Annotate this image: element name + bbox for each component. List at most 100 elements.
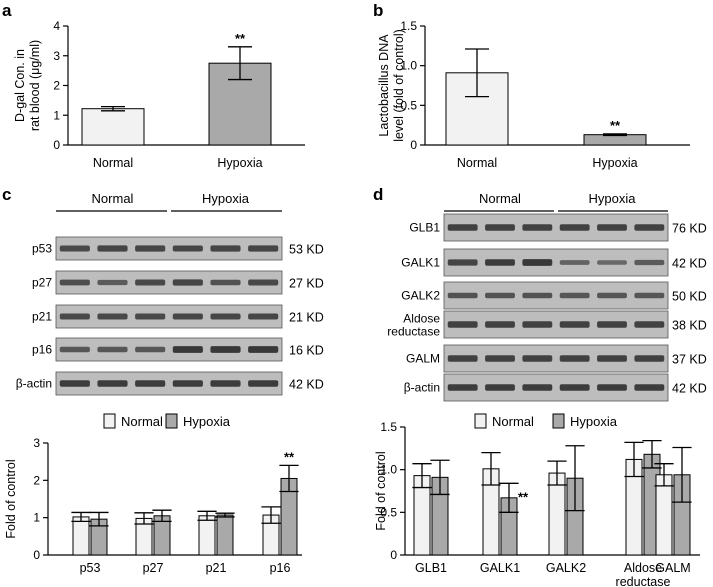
- blot-d-row-label: reductase: [387, 325, 440, 339]
- chart-d-ytick-label: 0: [390, 548, 397, 562]
- chart-b-significance: **: [610, 118, 621, 133]
- blot-c-kd-label: 27 KD: [289, 277, 324, 291]
- chart-c-legend-swatch: [103, 413, 116, 429]
- blot-d-band: [485, 259, 515, 266]
- blot-d-band: [447, 355, 478, 362]
- blot-c-band: [248, 313, 279, 320]
- blot-d-row: [443, 248, 669, 277]
- blot-c-band: [172, 346, 203, 353]
- chart-b-y-axis-label-line: level (fold of control): [392, 29, 406, 142]
- blot-c-band: [248, 380, 279, 387]
- blot-c-kd-label: 21 KD: [289, 311, 324, 325]
- blot-d-row: [443, 213, 669, 242]
- chart-d-category-label: GALK2: [546, 561, 586, 575]
- blot-d-band: [634, 321, 665, 328]
- blot-d-row-label: Aldose: [403, 312, 440, 326]
- chart-d-category-label: GALK1: [480, 561, 520, 575]
- blot-c-group-label: Hypoxia: [202, 191, 250, 206]
- chart-b-y-axis-label-line: Lactobacillus DNA: [377, 34, 391, 137]
- blot-c-band: [210, 346, 241, 353]
- chart-c-ytick-label: 0: [33, 548, 40, 562]
- blot-c-band: [210, 380, 241, 387]
- blot-c-band: [248, 245, 279, 252]
- blot-d-row-label: GALM: [406, 352, 440, 366]
- blot-c-row: [55, 270, 283, 295]
- chart-a-y-axis-label: D-gal Con. inrat blood (μg/ml): [13, 40, 42, 131]
- blot-c-kd-label: 53 KD: [289, 243, 324, 257]
- chart-c-category-label: p27: [143, 561, 164, 575]
- chart-b-y-axis-label: Lactobacillus DNAlevel (fold of control): [377, 29, 406, 142]
- blot-d-membrane: [443, 281, 669, 310]
- chart-c-bar-normal: [198, 515, 216, 556]
- blot-c-band: [59, 346, 90, 353]
- chart-a-ytick-label: 1: [53, 108, 60, 122]
- blot-d-membrane: [443, 248, 669, 277]
- blot-c-row: [55, 304, 283, 329]
- chart-d-legend-label: Normal: [492, 414, 534, 429]
- blot-d-band: [559, 260, 590, 265]
- blot-d-band: [559, 224, 590, 231]
- blot-c-membrane: [55, 270, 283, 295]
- chart-d-y-axis-label: Fold of control: [374, 451, 388, 530]
- blot-c-band: [59, 380, 90, 387]
- chart-c-ytick-label: 1: [33, 511, 40, 525]
- blot-c-membrane: [55, 304, 283, 329]
- blot-c-row-label: p16: [32, 343, 52, 357]
- chart-d-legend-swatch: [552, 413, 565, 429]
- blot-d-band: [634, 224, 665, 231]
- chart-d-category-label: GALM: [655, 561, 690, 575]
- chart-a-ytick-label: 3: [53, 49, 60, 63]
- blot-d-band: [597, 384, 627, 391]
- chart-c-bar-hypoxia: [216, 514, 234, 556]
- blot-c-band: [210, 279, 241, 286]
- blot-c-band: [97, 380, 128, 387]
- blot-d-band: [447, 259, 478, 266]
- blot-c-band: [135, 245, 166, 252]
- blot-c-band: [172, 245, 203, 252]
- blot-d-band: [559, 384, 590, 391]
- chart-b-category-label: Normal: [457, 156, 497, 170]
- blot-d-row-label: GALK2: [401, 289, 440, 303]
- blot-d-membrane: [443, 373, 669, 402]
- blot-d-band: [485, 292, 515, 299]
- blot-d-band: [485, 224, 515, 231]
- blot-d-band: [522, 355, 553, 362]
- blot-c-band: [97, 279, 128, 286]
- chart-c-legend-swatch: [165, 413, 178, 429]
- chart-a-bar-normal: [81, 108, 145, 146]
- blot-d-band: [634, 292, 665, 299]
- blot-d-band: [522, 321, 553, 328]
- blot-d-row: [443, 373, 669, 402]
- blot-c-band: [97, 245, 128, 252]
- blot-d-membrane: [443, 344, 669, 373]
- chart-a-ytick-label: 2: [53, 79, 60, 93]
- chart-b-bar-hypoxia: [583, 134, 647, 146]
- blot-d-band: [597, 321, 627, 328]
- blot-c-row-label: p27: [32, 276, 52, 290]
- chart-b-ytick-label: 0: [410, 138, 417, 152]
- blot-c-band: [135, 346, 166, 353]
- blot-d-band: [634, 384, 665, 391]
- chart-c-y-axis-label: Fold of control: [4, 459, 18, 538]
- blot-d-group-label: Hypoxia: [589, 191, 637, 206]
- blot-c-membrane: [55, 371, 283, 396]
- chart-d-legend-label: Hypoxia: [570, 414, 618, 429]
- blot-c-band: [97, 346, 128, 353]
- chart-c-legend-label: Hypoxia: [183, 414, 231, 429]
- blot-c-kd-label: 42 KD: [289, 378, 324, 392]
- blot-d-band: [447, 224, 478, 231]
- chart-c-legend-label: Normal: [121, 414, 163, 429]
- blot-d-band: [634, 355, 665, 362]
- blot-d-band: [559, 321, 590, 328]
- blot-c-row-label: β-actin: [16, 377, 52, 391]
- panel-letter-d: d: [373, 185, 383, 204]
- blot-d-kd-label: 76 KD: [672, 222, 707, 236]
- chart-a-y-axis-label-line: rat blood (μg/ml): [28, 40, 42, 131]
- blot-c-row: [55, 337, 283, 362]
- blot-c-kd-label: 16 KD: [289, 344, 324, 358]
- blot-d-band: [447, 384, 478, 391]
- chart-d-category-label: Aldose: [624, 561, 662, 575]
- chart-c-bar-normal: [72, 516, 90, 556]
- blot-c-band: [172, 313, 203, 320]
- blot-c-band: [172, 279, 203, 286]
